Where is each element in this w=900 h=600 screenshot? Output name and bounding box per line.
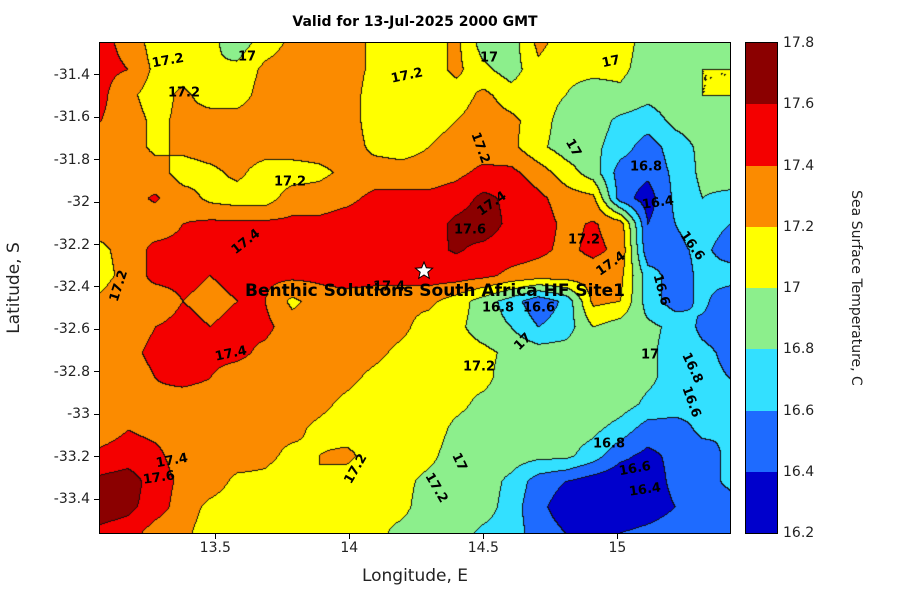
y-tick-mark [94, 244, 100, 245]
contour-value-label: 17 [237, 49, 257, 65]
y-tick-mark [94, 74, 100, 76]
colorbar-tick-label: 17 [783, 280, 801, 296]
x-tick-label: 15 [608, 540, 627, 556]
contour-value-label: 17.2 [273, 174, 307, 190]
y-axis-label: Latitude, S [4, 242, 24, 334]
colorbar-band [746, 226, 777, 288]
colorbar-tick-label: 17.2 [783, 218, 815, 235]
x-axis-label: Longitude, E [361, 566, 469, 586]
y-tick-mark [94, 159, 100, 161]
contour-value-label: 17 [479, 50, 499, 66]
station-star-icon [414, 261, 434, 280]
colorbar-tick-label: 16.4 [783, 463, 815, 480]
colorbar-band [746, 288, 777, 350]
x-tick-mark [214, 533, 216, 539]
colorbar-band [746, 43, 777, 105]
y-tick-label: -33.4 [53, 491, 90, 508]
colorbar [745, 42, 778, 534]
colorbar-band [746, 410, 777, 472]
y-tick-label: -31.6 [53, 109, 90, 126]
x-tick-mark [616, 533, 618, 539]
y-tick-mark [94, 498, 100, 500]
y-tick-label: -32.4 [53, 278, 90, 295]
plot-area [99, 42, 731, 534]
contour-value-label: 17.2 [167, 85, 201, 101]
y-tick-label: -33.2 [53, 448, 90, 465]
y-tick-label: -33 [67, 406, 90, 423]
y-tick-mark [94, 286, 100, 288]
colorbar-tick-label: 17.4 [783, 157, 815, 174]
colorbar-tick-label: 16.8 [783, 341, 815, 358]
colorbar-tick-label: 17.8 [783, 35, 815, 51]
y-tick-label: -32.8 [53, 363, 90, 380]
x-tick-label: 14.5 [467, 540, 499, 556]
y-tick-label: -32 [67, 194, 90, 211]
contour-value-label: 17.4 [372, 279, 406, 295]
contour-value-label: 16.8 [481, 300, 515, 316]
y-tick-label: -31.4 [53, 66, 90, 83]
colorbar-label: Sea Surface Temperature, C [848, 190, 864, 386]
y-tick-mark [94, 456, 100, 458]
y-tick-label: -32.6 [53, 321, 90, 338]
x-tick-label: 13.5 [199, 540, 231, 556]
sst-contour-map-canvas [100, 43, 730, 533]
x-tick-label: 14 [340, 540, 359, 556]
contour-value-label: 16.8 [592, 436, 626, 452]
colorbar-band [746, 349, 777, 411]
contour-value-label: 17 [640, 347, 660, 363]
contour-value-label: 17.2 [567, 232, 601, 248]
y-tick-mark [94, 116, 100, 118]
x-tick-mark [348, 533, 350, 539]
y-tick-mark [94, 371, 100, 373]
colorbar-band [746, 104, 777, 166]
colorbar-band [746, 165, 777, 227]
colorbar-tick-label: 16.6 [783, 402, 815, 419]
colorbar-tick-label: 16.2 [783, 525, 815, 541]
y-tick-mark [94, 413, 100, 415]
plot-title: Valid for 13-Jul-2025 2000 GMT [292, 14, 538, 30]
y-tick-label: -32.2 [53, 236, 90, 253]
y-tick-mark [94, 201, 100, 203]
y-tick-mark [94, 328, 100, 330]
x-tick-mark [482, 533, 484, 539]
contour-value-label: 16.6 [522, 300, 556, 316]
station-label: Benthic Solutions South Africa HF Site1 [245, 281, 625, 301]
colorbar-tick-label: 17.6 [783, 96, 815, 113]
y-tick-label: -31.8 [53, 151, 90, 168]
contour-value-label: 16.8 [629, 159, 663, 175]
colorbar-band [746, 471, 777, 533]
contour-value-label: 17.2 [462, 359, 496, 375]
contour-value-label: 17.6 [453, 222, 487, 238]
